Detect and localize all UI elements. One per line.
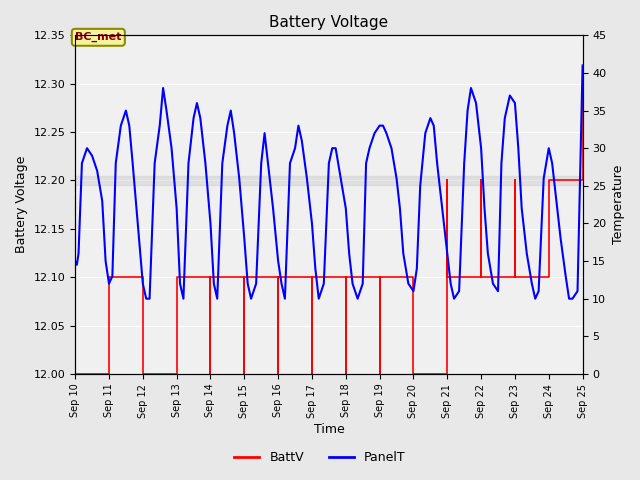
Legend: BattV, PanelT: BattV, PanelT — [229, 446, 411, 469]
X-axis label: Time: Time — [314, 423, 344, 436]
Bar — [75, 176, 582, 185]
Y-axis label: Battery Voltage: Battery Voltage — [15, 156, 28, 253]
Text: BC_met: BC_met — [75, 32, 122, 42]
Y-axis label: Temperature: Temperature — [612, 165, 625, 244]
Title: Battery Voltage: Battery Voltage — [269, 15, 388, 30]
Bar — [75, 176, 582, 185]
